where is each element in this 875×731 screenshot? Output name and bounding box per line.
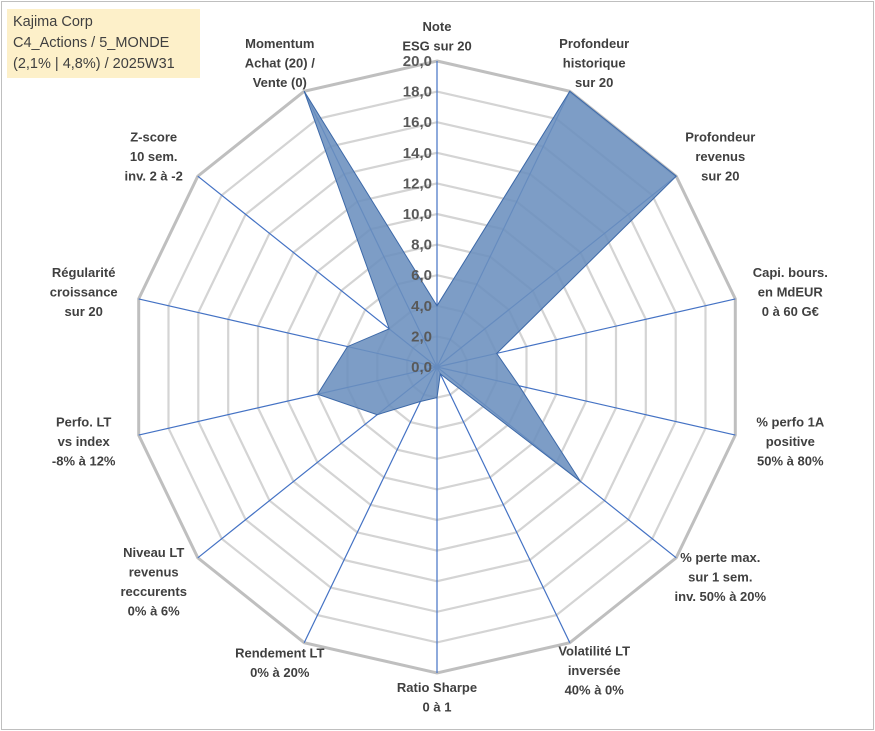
tick-label: 0,0 — [411, 359, 432, 376]
tick-label: 2,0 — [411, 328, 432, 345]
tick-label: 4,0 — [411, 298, 432, 315]
axis-labels: Note ESG sur 20 Profondeur historique sur 20… — [50, 19, 828, 715]
axis-label: Régularité croissance sur 20 — [50, 265, 118, 319]
series-area — [303, 90, 677, 482]
series-layer — [303, 90, 677, 482]
axis-label: Momentum Achat (20) / Vente (0) — [245, 36, 315, 90]
tick-label: 8,0 — [411, 237, 432, 254]
title-company: Kajima Corp — [13, 14, 93, 30]
tick-label: 20,0 — [403, 53, 432, 70]
axis-label: Rendement LT 0% à 20% — [235, 646, 324, 681]
tick-label: 16,0 — [403, 114, 432, 131]
tick-label: 14,0 — [403, 145, 432, 162]
tick-label: 6,0 — [411, 267, 432, 284]
tick-label: 10,0 — [403, 206, 432, 223]
axis-label: Capi. bours. en MdEUR 0 à 60 G€ — [753, 265, 828, 319]
tick-label: 12,0 — [403, 175, 432, 192]
axis-label: Profondeur historique sur 20 — [559, 36, 629, 90]
axis-label: Z-score 10 sem. inv. 2 à -2 — [125, 130, 183, 184]
axis-label: Perfo. LT vs index -8% à 12% — [52, 415, 116, 469]
axis-label: Niveau LT revenus reccurents 0% à 6% — [120, 545, 186, 619]
axis-label: Volatilité LT inversée 40% à 0% — [558, 643, 630, 697]
axis-label: % perfo 1A positive 50% à 80% — [756, 415, 825, 469]
title-box: Kajima Corp C4_Actions / 5_MONDE (2,1% |… — [7, 9, 200, 78]
axis-label: Profondeur revenus sur 20 — [685, 130, 755, 184]
axis-spoke — [303, 366, 438, 643]
tick-label: 18,0 — [403, 84, 432, 101]
axis-spoke — [436, 366, 571, 643]
axis-label: % perte max. sur 1 sem. inv. 50% à 20% — [675, 550, 767, 604]
axis-label: Ratio Sharpe 0 à 1 — [397, 680, 477, 715]
axis-label: Note ESG sur 20 — [402, 19, 471, 54]
title-stats: (2,1% | 4,8%) / 2025W31 — [13, 56, 175, 72]
tick-labels: 0,0 2,0 4,0 6,0 8,0 10,0 12,0 14,0 16,0 18,0 20,0 — [403, 53, 432, 376]
title-category: C4_Actions / 5_MONDE — [13, 35, 170, 51]
